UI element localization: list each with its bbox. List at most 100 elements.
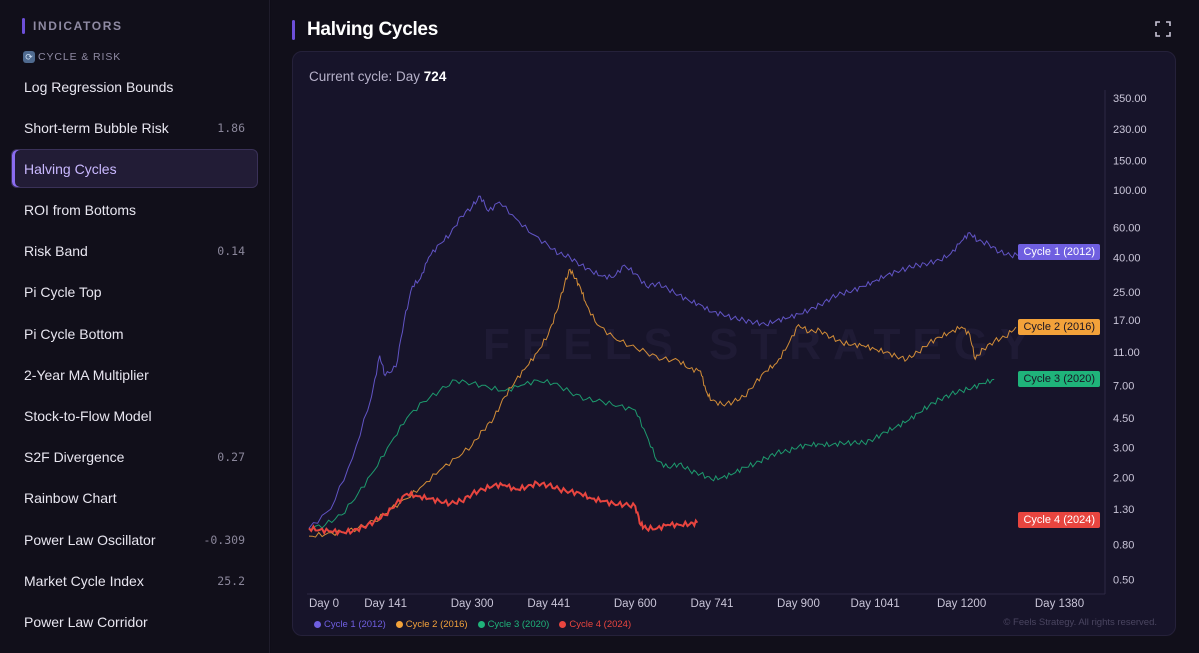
series-line xyxy=(308,268,1017,538)
y-tick-label: 0.50 xyxy=(1113,574,1134,586)
y-tick-label: 1.30 xyxy=(1113,504,1134,516)
sidebar-section: ⟳ CYCLE & RISK xyxy=(23,50,121,64)
sidebar-item-value: 25.2 xyxy=(217,573,245,588)
y-tick-label: 4.50 xyxy=(1113,413,1134,425)
sidebar-list: Log Regression Bounds Short-term Bubble R… xyxy=(11,67,258,644)
sidebar-item-label: Pi Cycle Top xyxy=(24,284,102,301)
y-tick-label: 230.00 xyxy=(1113,124,1147,136)
sidebar-item[interactable]: Short-term Bubble Risk 1.86 xyxy=(11,108,258,147)
sidebar-item[interactable]: Market Cycle Index 25.2 xyxy=(11,561,258,600)
sidebar-item[interactable]: Stock-to-Flow Model xyxy=(11,397,258,436)
sidebar-item-value: -0.309 xyxy=(203,532,245,547)
x-tick-label: Day 1200 xyxy=(937,598,986,610)
chart-panel: Current cycle: Day 724 FEELS STRATEGY 35… xyxy=(292,51,1176,636)
sidebar-item[interactable]: 2-Year MA Multiplier xyxy=(11,355,258,394)
y-tick-label: 11.00 xyxy=(1113,347,1140,359)
legend-item[interactable]: Cycle 4 (2024) xyxy=(559,619,631,630)
sidebar-item-label: 2-Year MA Multiplier xyxy=(24,366,149,383)
sidebar-item[interactable]: Pi Cycle Top xyxy=(11,273,258,312)
legend-dot-icon xyxy=(314,621,321,628)
series-end-tag: Cycle 1 (2012) xyxy=(1018,244,1100,261)
fullscreen-button[interactable] xyxy=(1154,20,1172,38)
y-tick-label: 7.00 xyxy=(1113,380,1134,392)
y-tick-label: 150.00 xyxy=(1113,155,1147,167)
sidebar-item-label: Stock-to-Flow Model xyxy=(24,408,152,424)
sidebar-item-label: Halving Cycles xyxy=(24,160,117,177)
x-tick-label: Day 141 xyxy=(364,598,407,610)
sidebar-item-label: S2F Divergence xyxy=(24,449,125,466)
series-end-tag: Cycle 4 (2024) xyxy=(1018,512,1100,529)
current-cycle: Current cycle: Day 724 xyxy=(309,69,446,84)
y-tick-label: 60.00 xyxy=(1113,223,1141,235)
header-accent-bar xyxy=(22,18,25,34)
sidebar-header-label: INDICATORS xyxy=(33,19,123,33)
page-title: Halving Cycles xyxy=(307,19,438,40)
sidebar-item[interactable]: S2F Divergence 0.27 xyxy=(11,438,258,477)
sidebar-item[interactable]: Halving Cycles xyxy=(11,149,258,189)
sidebar-item-value: 0.14 xyxy=(217,244,245,259)
sidebar-item-value: 1.86 xyxy=(217,120,245,135)
legend-dot-icon xyxy=(395,621,403,628)
series-end-tag: Cycle 2 (2016) xyxy=(1018,319,1100,335)
sidebar-item[interactable]: Risk Band 0.14 xyxy=(11,232,258,271)
halving-cycles-chart[interactable]: 350.00 230.00 150.00 100.00 60.00 40.00 25.00 1… xyxy=(293,52,1176,636)
main-content: Halving Cycles Current cycle: Day 724 FE… xyxy=(271,0,1199,653)
current-cycle-day: 724 xyxy=(423,69,447,84)
y-tick-label: 100.00 xyxy=(1113,185,1147,197)
sidebar-item-value: 0.27 xyxy=(217,450,245,465)
x-tick-label: Day 600 xyxy=(614,598,657,610)
sidebar-item[interactable]: Power Law Corridor xyxy=(11,602,258,641)
sidebar-item[interactable]: Rainbow Chart xyxy=(11,479,258,518)
cycle-icon: ⟳ xyxy=(23,51,35,63)
sidebar-item[interactable]: Pi Cycle Bottom xyxy=(11,314,258,353)
sidebar-item[interactable]: ROI from Bottoms xyxy=(11,191,258,230)
y-tick-label: 25.00 xyxy=(1113,287,1141,299)
y-tick-label: 17.00 xyxy=(1113,315,1141,327)
x-tick-label: Day 300 xyxy=(451,598,494,610)
x-tick-label: Day 1380 xyxy=(1035,598,1084,610)
legend-label: Cycle 1 (2012) xyxy=(324,619,386,630)
sidebar-item-label: Log Regression Bounds xyxy=(24,78,174,95)
series-end-tag: Cycle 3 (2020) xyxy=(1018,371,1100,388)
legend-dot-icon xyxy=(477,621,485,628)
x-tick-label: Day 900 xyxy=(777,598,820,610)
legend-label: Cycle 4 (2024) xyxy=(569,619,632,630)
sidebar-section-label: CYCLE & RISK xyxy=(38,51,122,63)
page-header: Halving Cycles xyxy=(292,19,438,41)
legend-item[interactable]: Cycle 1 (2012) xyxy=(314,619,386,630)
sidebar-item-label: Power Law Oscillator xyxy=(24,531,156,548)
sidebar: INDICATORS ⟳ CYCLE & RISK Log Regression… xyxy=(0,0,270,653)
title-accent-bar xyxy=(292,20,295,40)
sidebar-item-label: ROI from Bottoms xyxy=(24,202,137,219)
sidebar-item-label: Risk Band xyxy=(24,243,88,260)
series-line xyxy=(308,480,699,537)
sidebar-item[interactable]: Power Law Oscillator -0.309 xyxy=(11,520,258,559)
sidebar-item-label: Pi Cycle Bottom xyxy=(24,325,124,342)
sidebar-item-label: Rainbow Chart xyxy=(24,490,117,507)
y-tick-label: 2.00 xyxy=(1113,472,1134,484)
series-line xyxy=(308,378,995,531)
legend-item[interactable]: Cycle 3 (2020) xyxy=(477,619,550,630)
y-tick-label: 350.00 xyxy=(1113,93,1147,105)
chart-legend: Cycle 1 (2012) Cycle 2 (2016) Cycle 3 (202… xyxy=(314,619,631,630)
watermark: FEELS STRATEGY xyxy=(483,320,1042,369)
legend-dot-icon xyxy=(559,621,567,628)
y-tick-label: 40.00 xyxy=(1113,252,1141,264)
y-tick-label: 3.00 xyxy=(1113,443,1134,455)
legend-label: Cycle 3 (2020) xyxy=(487,619,550,630)
y-tick-label: 0.80 xyxy=(1113,540,1134,552)
copyright: © Feels Strategy. All rights reserved. xyxy=(1003,617,1157,628)
sidebar-item-label: Market Cycle Index xyxy=(24,572,144,589)
legend-item[interactable]: Cycle 2 (2016) xyxy=(395,619,468,630)
sidebar-item[interactable]: Log Regression Bounds xyxy=(11,67,258,106)
x-tick-label: Day 441 xyxy=(527,598,570,610)
current-cycle-label: Current cycle: Day xyxy=(309,69,424,84)
x-tick-label: Day 1041 xyxy=(851,598,900,610)
legend-label: Cycle 2 (2016) xyxy=(405,619,468,630)
x-tick-label: Day 0 xyxy=(309,598,339,610)
x-tick-label: Day 741 xyxy=(691,598,734,610)
expand-icon xyxy=(1155,21,1171,37)
series-line xyxy=(308,195,1033,529)
sidebar-item-label: Short-term Bubble Risk xyxy=(24,119,169,136)
